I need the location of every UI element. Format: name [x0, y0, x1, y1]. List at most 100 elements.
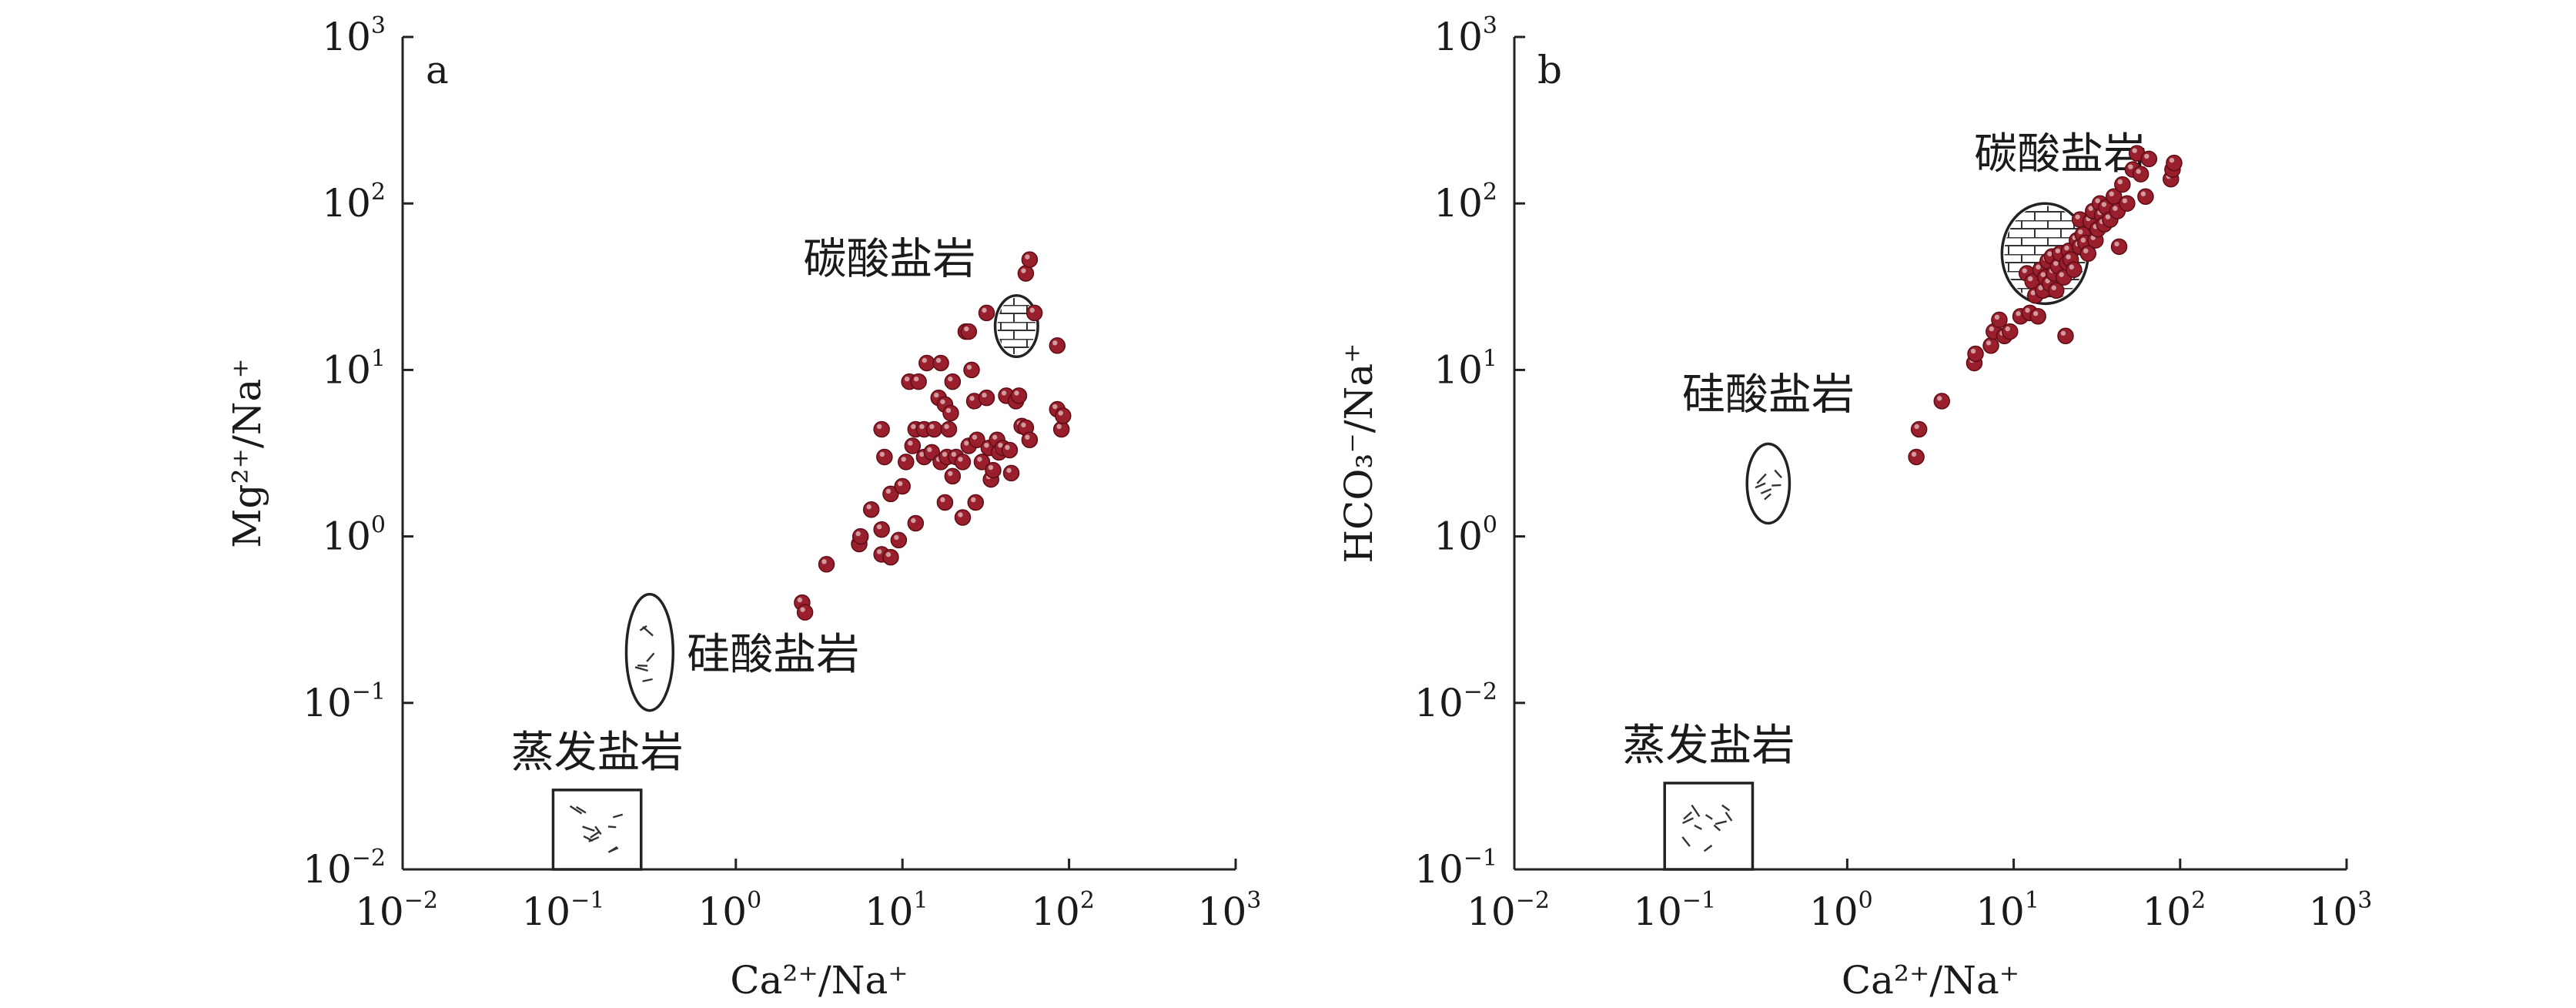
region-dash-mark: [569, 805, 583, 815]
y-tick-exponent: −2: [1464, 678, 1497, 705]
data-point-marker: [1017, 265, 1035, 282]
data-point-marker: [882, 548, 899, 566]
region-label: 蒸发盐岩: [511, 728, 684, 778]
data-point-highlight: [2114, 241, 2119, 247]
data-point-marker: [851, 527, 869, 545]
region-dash-mark: [1755, 482, 1766, 489]
data-point-highlight: [2095, 198, 2100, 203]
data-point-highlight: [919, 451, 925, 457]
data-points: [794, 251, 1072, 621]
data-point-highlight: [885, 551, 892, 558]
x-tick-label: 10−1: [1633, 887, 1716, 934]
x-tick-label: 103: [1198, 887, 1262, 934]
data-point-highlight: [2016, 311, 2021, 316]
data-point: [873, 420, 890, 438]
region-dash-mark: [1681, 836, 1691, 847]
data-point-highlight: [929, 424, 935, 430]
data-point: [1021, 251, 1039, 268]
data-point: [918, 354, 935, 372]
x-tick-exponent: 0: [747, 887, 761, 914]
data-point-highlight: [971, 497, 976, 503]
data-point-marker: [1021, 251, 1039, 268]
data-point-marker: [1010, 387, 1028, 404]
data-point: [873, 521, 890, 538]
data-point-highlight: [2055, 248, 2061, 253]
data-point-highlight: [958, 512, 963, 517]
y-tick-exponent: 1: [371, 345, 386, 372]
data-point: [894, 477, 911, 495]
region-dash-mark: [1760, 487, 1772, 494]
region-dash-mark: [634, 666, 648, 672]
data-point: [2066, 261, 2083, 278]
data-point-highlight: [2051, 285, 2056, 290]
data-point-highlight: [2088, 206, 2093, 211]
y-tick-exponent: 0: [371, 512, 386, 539]
data-point: [907, 514, 925, 532]
data-point-highlight: [1029, 307, 1035, 313]
region-1: 硅酸盐岩: [1682, 370, 1855, 525]
data-point-highlight: [1025, 254, 1030, 260]
data-point-highlight: [2144, 153, 2149, 159]
data-point-marker: [932, 354, 949, 372]
data-point: [2137, 188, 2154, 206]
data-point-marker: [954, 509, 972, 526]
x-tick-exponent: 1: [2025, 887, 2039, 914]
data-point: [2110, 238, 2128, 256]
panel-a: 10−2 10−1 100 101 102 10310−210−1100101102103…: [225, 12, 1261, 1003]
y-tick-exponent: −2: [352, 845, 386, 872]
data-point-highlight: [988, 464, 994, 471]
data-point-highlight: [2047, 251, 2052, 256]
data-point: [967, 494, 985, 511]
data-point-highlight: [1021, 422, 1026, 428]
data-point-marker: [873, 521, 890, 538]
data-point-highlight: [876, 549, 882, 554]
data-point-marker: [1933, 393, 1950, 410]
data-point: [973, 454, 991, 471]
data-point-highlight: [2122, 198, 2128, 203]
data-point-marker: [2002, 323, 2019, 340]
x-axis-label: Ca²⁺/Na⁺: [1842, 958, 2019, 1003]
data-point-marker: [967, 494, 985, 511]
data-point-highlight: [2064, 245, 2069, 251]
data-point-highlight: [1914, 424, 1919, 430]
region-dash-mark: [642, 678, 653, 682]
data-point-highlight: [2140, 191, 2146, 196]
data-point: [904, 437, 922, 454]
data-point-highlight: [948, 376, 953, 382]
x-tick-label: 102: [1031, 887, 1095, 934]
data-point-highlight: [2105, 214, 2111, 219]
data-point: [944, 373, 962, 390]
data-point-highlight: [1989, 326, 1995, 332]
region-dash-mark: [594, 825, 602, 836]
y-axis-label-group: HCO₃⁻/Na⁺: [1337, 343, 1381, 563]
region-dash-mark: [1691, 804, 1701, 818]
data-point-highlight: [876, 524, 882, 530]
data-point-marker: [2166, 154, 2183, 172]
data-point-highlight: [1986, 340, 1992, 346]
data-point-highlight: [1056, 424, 1062, 430]
x-tick-label: 10−2: [1467, 887, 1550, 934]
data-point-highlight: [927, 447, 932, 453]
data-point-highlight: [2083, 248, 2089, 253]
y-tick-label: 102: [322, 179, 386, 226]
data-point-marker: [1049, 337, 1066, 354]
x-tick-label: 10−2: [355, 887, 438, 934]
x-tick-exponent: 2: [1080, 887, 1095, 914]
data-point: [925, 420, 943, 438]
data-point-highlight: [944, 424, 949, 430]
data-point-highlight: [2109, 191, 2114, 196]
data-point-marker: [1001, 441, 1019, 459]
data-point-highlight: [969, 396, 975, 401]
y-tick-label: 103: [322, 12, 386, 59]
region-dash-mark: [1682, 817, 1694, 825]
y-tick-label: 103: [1434, 12, 1497, 59]
panel-letter: b: [1537, 48, 1562, 92]
y-tick-label: 101: [322, 345, 386, 392]
data-point: [2166, 154, 2183, 172]
x-tick-exponent: 3: [2357, 887, 2372, 914]
data-point-highlight: [1021, 268, 1026, 273]
region-dash-mark: [1703, 844, 1713, 852]
data-point-highlight: [2030, 290, 2036, 296]
data-point: [2057, 327, 2074, 345]
panel-b: 10−2 10−1 100 101 102 10310−110−2100101102103…: [1337, 12, 2372, 1003]
